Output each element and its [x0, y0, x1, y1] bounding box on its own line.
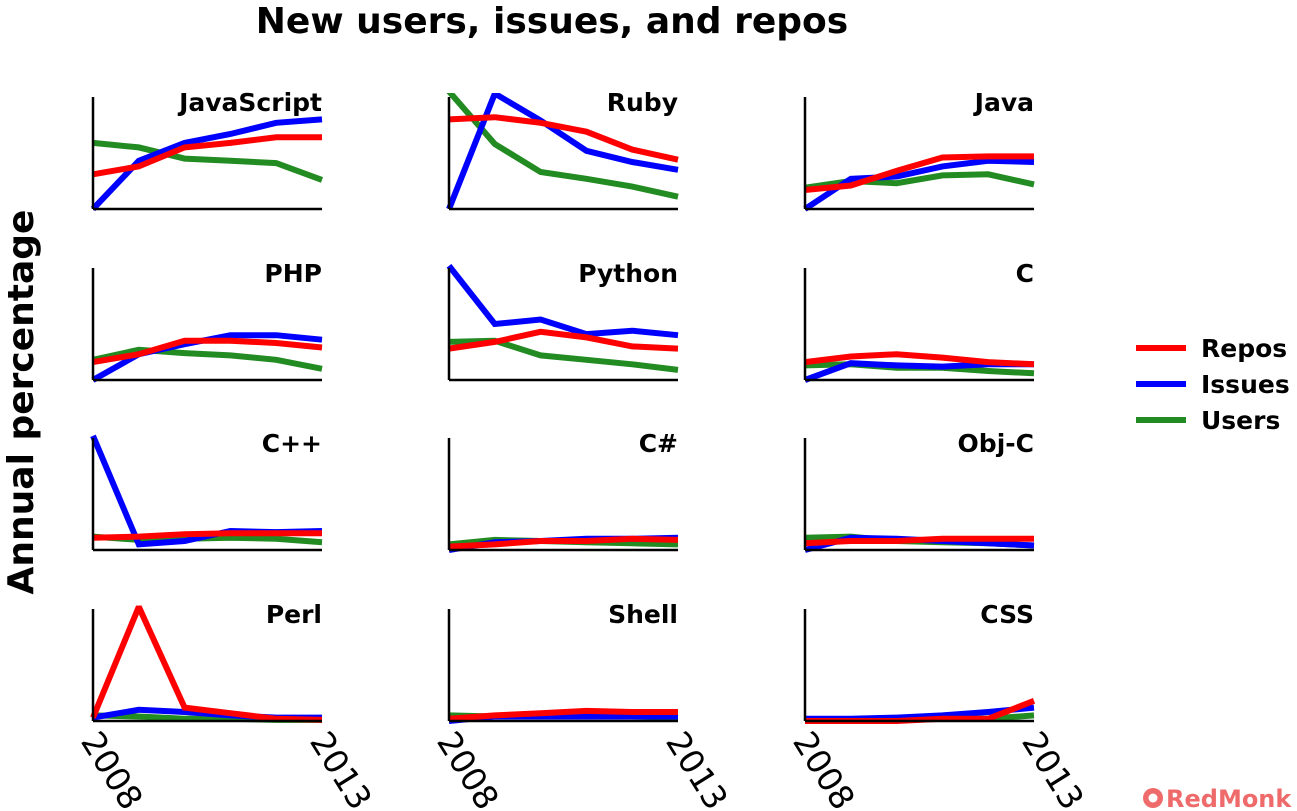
panel-shell: Shell 2008 2013 — [429, 600, 736, 811]
panel-series — [90, 434, 323, 548]
legend: Repos Issues Users — [1136, 334, 1290, 435]
panel-title: C# — [639, 429, 678, 458]
panel-title: JavaScript — [177, 88, 322, 117]
watermark-text: RedMonk — [1166, 785, 1292, 811]
series-line-repos — [448, 535, 679, 550]
legend-label: Issues — [1201, 370, 1290, 399]
x-tick-label: 2008 — [73, 725, 151, 811]
panel-title: CSS — [980, 600, 1034, 629]
panel-series — [804, 533, 1035, 553]
panel-series — [803, 153, 1035, 212]
series-line-repos — [804, 535, 1034, 547]
series-line-repos — [804, 351, 1035, 368]
legend-label: Users — [1201, 406, 1280, 435]
panels-grid: JavaScript Ruby Java PHP Python C C++ C# Obj-C Pe… — [73, 88, 1092, 811]
series-line-users — [446, 93, 679, 200]
panel-cpp: C++ — [90, 429, 323, 552]
series-line-repos — [448, 707, 678, 722]
series-line-issues — [446, 93, 679, 211]
x-tick-label: 2013 — [1014, 725, 1092, 811]
panel-title: Python — [578, 259, 678, 288]
panel-javascript: JavaScript — [90, 88, 324, 212]
panel-c: C — [803, 259, 1035, 383]
panel-title: C++ — [262, 429, 322, 458]
panel-php: PHP — [91, 259, 323, 383]
panel-csharp: C# — [447, 429, 679, 553]
chart-title: New users, issues, and repos — [256, 1, 848, 42]
panel-java: Java — [803, 88, 1035, 212]
panel-series — [805, 698, 1036, 724]
panel-series — [803, 351, 1035, 383]
y-axis-label: Annual percentage — [1, 210, 42, 595]
panel-python: Python — [446, 259, 679, 382]
panel-series — [448, 534, 679, 553]
series-line-repos — [804, 153, 1034, 193]
panel-obj-c: Obj-C — [803, 429, 1035, 553]
series-line-repos — [448, 114, 679, 163]
panel-title: C — [1016, 259, 1034, 288]
series-line-repos — [92, 530, 322, 541]
panel-series — [91, 332, 323, 383]
panel-title: Shell — [608, 600, 678, 629]
x-tick-label: 2008 — [429, 725, 507, 811]
series-line-repos — [90, 605, 323, 723]
panel-series — [446, 93, 679, 211]
redmonk-logo: RedMonk — [1143, 785, 1292, 811]
legend-item-repos: Repos — [1136, 334, 1287, 363]
panel-title: PHP — [264, 259, 322, 288]
legend-item-users: Users — [1136, 406, 1280, 435]
panel-perl: Perl 2008 2013 — [73, 600, 380, 811]
series-line-repos — [92, 337, 323, 366]
panel-title: Perl — [266, 600, 322, 629]
legend-item-issues: Issues — [1136, 370, 1290, 399]
series-line-users — [92, 346, 323, 372]
series-line-issues — [446, 264, 679, 339]
panel-series — [446, 264, 679, 373]
panel-title: Java — [973, 88, 1034, 117]
logo-inner-icon — [1148, 793, 1158, 803]
panel-series — [448, 707, 679, 724]
x-tick-label: 2013 — [302, 725, 380, 811]
x-tick-label: 2008 — [785, 725, 863, 811]
panel-title: Ruby — [607, 88, 678, 117]
series-line-repos — [448, 328, 679, 352]
panel-series — [90, 116, 324, 212]
x-tick-label: 2013 — [658, 725, 736, 811]
legend-label: Repos — [1201, 334, 1287, 363]
panel-ruby: Ruby — [446, 88, 679, 211]
series-line-repos — [92, 134, 322, 178]
series-line-users — [92, 139, 324, 183]
panel-title: Obj-C — [958, 429, 1034, 458]
panel-css: CSS 2008 2013 — [785, 600, 1092, 811]
